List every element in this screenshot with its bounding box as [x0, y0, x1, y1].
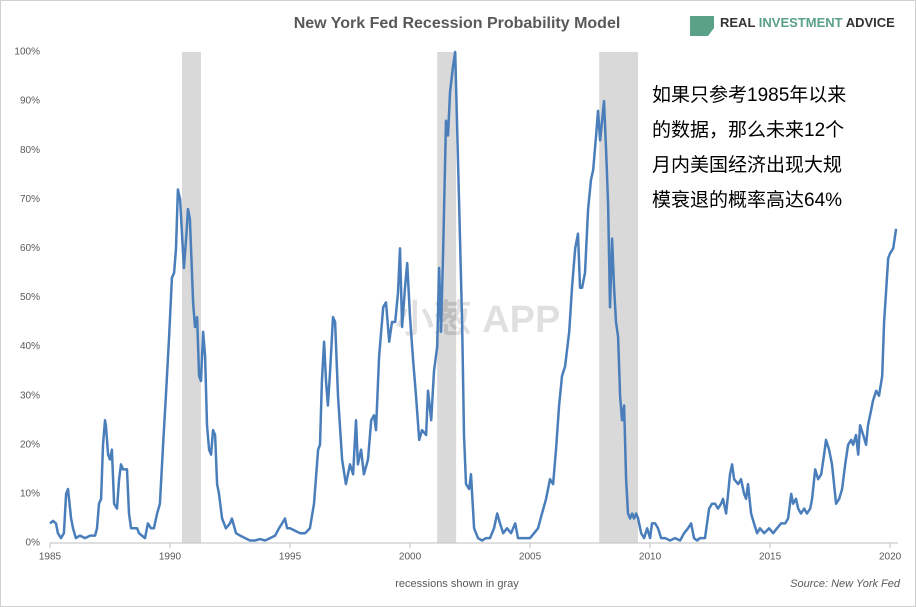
x-axis-label: recessions shown in gray	[395, 578, 519, 590]
annotation-line: 如果只参考1985年以来	[652, 84, 846, 106]
x-tick-label: 2000	[399, 552, 422, 563]
annotation-line: 的数据，那么未来12个	[652, 119, 844, 141]
y-tick-label: 20%	[20, 439, 40, 450]
data-line	[49, 50, 898, 542]
x-tick-label: 1985	[39, 552, 62, 563]
x-tick-label: 1995	[279, 552, 302, 563]
x-tick-label: 2015	[759, 552, 782, 563]
x-tick-label: 2005	[519, 552, 542, 563]
recession-band	[437, 52, 457, 543]
x-tick-label: 1990	[159, 552, 182, 563]
y-tick-label: 10%	[20, 489, 40, 500]
chart-title: New York Fed Recession Probability Model	[294, 15, 621, 32]
annotation-line: 月内美国经济出现大规	[652, 154, 842, 176]
logo-word: ADVICE	[846, 15, 895, 30]
source-note: Source: New York Fed	[790, 578, 901, 590]
y-tick-label: 30%	[20, 390, 40, 401]
x-tick-label: 2010	[639, 552, 662, 563]
y-tick-label: 80%	[20, 145, 40, 156]
y-tick-label: 40%	[20, 341, 40, 352]
y-tick-label: 70%	[20, 194, 40, 205]
logo-text: REAL INVESTMENT ADVICE	[720, 15, 895, 30]
x-tick-label: 2020	[879, 552, 902, 563]
y-tick-label: 90%	[20, 96, 40, 107]
y-tick-label: 50%	[20, 292, 40, 303]
annotation-line: 模衰退的概率高达64%	[652, 189, 842, 211]
logo-word: REAL	[720, 15, 755, 30]
y-tick-label: 100%	[14, 47, 40, 58]
logo-word: INVESTMENT	[759, 15, 843, 30]
y-tick-label: 60%	[20, 243, 40, 254]
logo-icon	[690, 16, 714, 36]
watermark: 小葱 APP	[396, 299, 561, 341]
logo: REAL INVESTMENT ADVICE	[690, 15, 895, 36]
y-tick-label: 0%	[26, 538, 41, 549]
recession-band	[182, 52, 201, 543]
recession-bands	[182, 52, 639, 543]
